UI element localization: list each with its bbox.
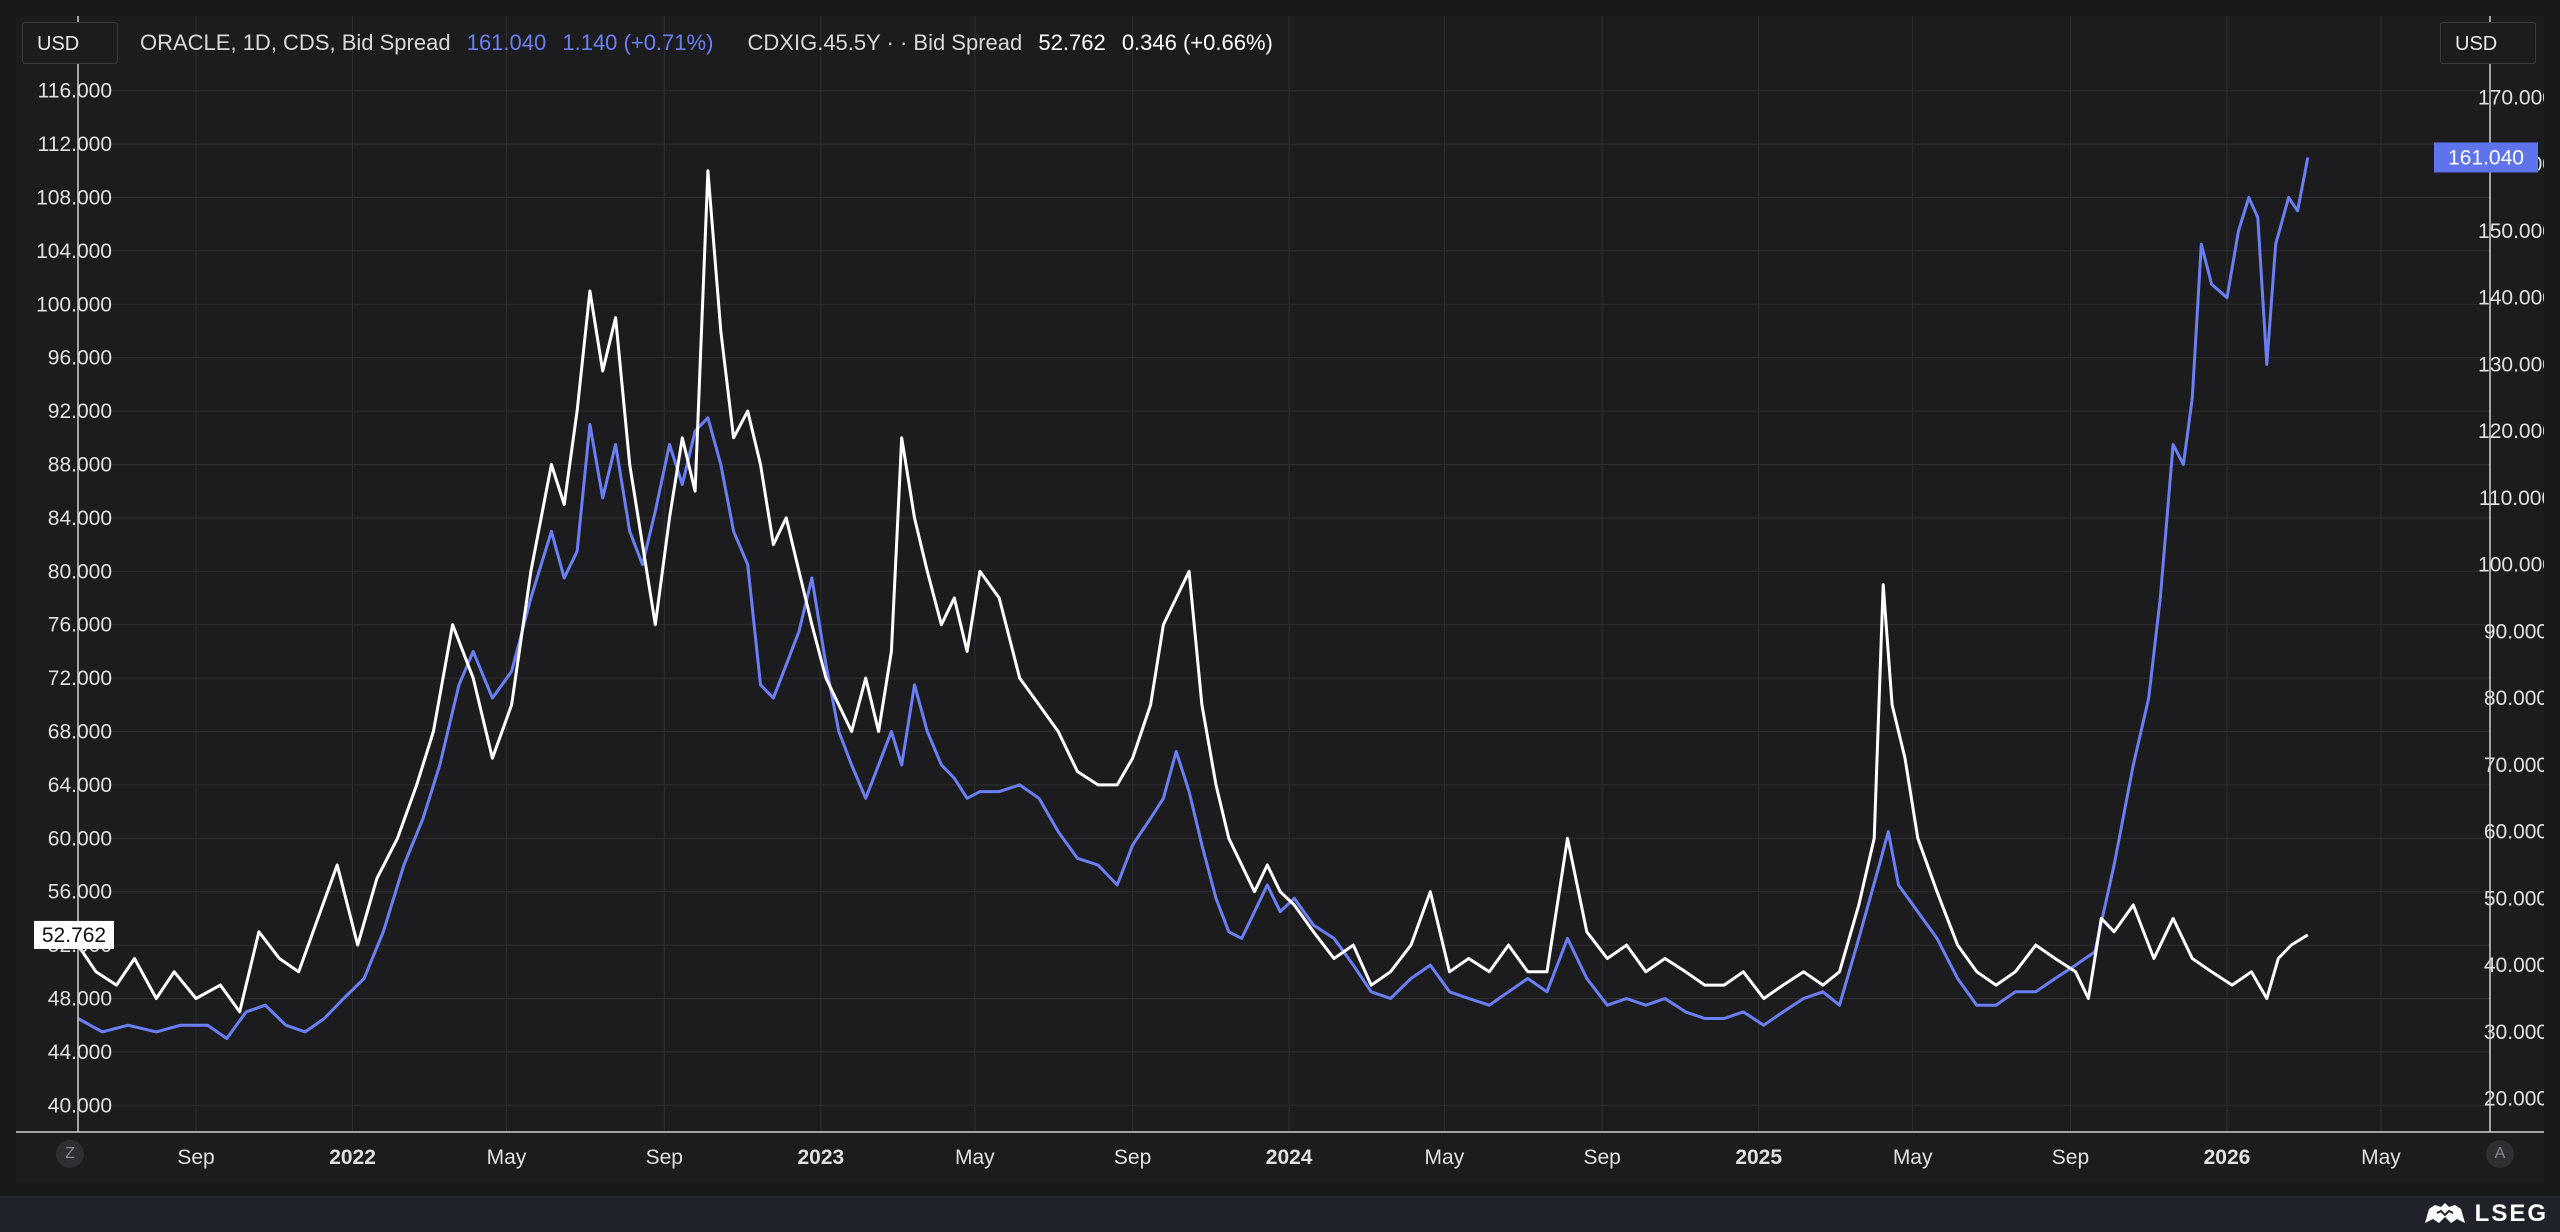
oracle-cds-line bbox=[77, 157, 2310, 1040]
left-axis-tick-label: 104.000 bbox=[36, 240, 112, 263]
lseg-logo-text: LSEG bbox=[2474, 1199, 2548, 1227]
left-axis-tick-label: 72.000 bbox=[48, 667, 112, 690]
x-axis-tick-label: 2022 bbox=[329, 1146, 376, 1169]
x-axis-tick-label: Sep bbox=[2052, 1146, 2089, 1169]
legend-series2-change: 0.346 (+0.66%) bbox=[1121, 30, 1273, 55]
x-axis-tick-label: 2024 bbox=[1266, 1146, 1313, 1169]
left-axis-tick-label: 44.000 bbox=[48, 1041, 112, 1064]
chart-canvas[interactable]: 40.00044.00048.00052.00056.00060.00064.0… bbox=[16, 16, 2544, 1182]
auto-scale-button[interactable]: A bbox=[2486, 1140, 2514, 1168]
right-last-value-label: 161.040 bbox=[2448, 146, 2524, 169]
x-axis-tick-label: May bbox=[2361, 1146, 2401, 1169]
x-axis-tick-label: 2026 bbox=[2204, 1146, 2251, 1169]
left-axis-tick-label: 84.000 bbox=[48, 507, 112, 530]
right-axis-tick-label: 100.000 bbox=[2478, 554, 2544, 577]
right-axis-tick-label: 90.000 bbox=[2484, 620, 2544, 643]
grid-layer bbox=[78, 16, 2490, 1132]
left-axis-tick-label: 112.000 bbox=[38, 133, 112, 156]
left-axis-tick-label: 68.000 bbox=[48, 721, 112, 744]
right-axis-tick-label: 120.000 bbox=[2478, 420, 2544, 443]
left-last-value-badge bbox=[34, 920, 114, 949]
right-axis-tick-label: 80.000 bbox=[2484, 687, 2544, 710]
x-axis-tick-label: 2025 bbox=[1735, 1146, 1782, 1169]
x-axis-tick-label: Sep bbox=[646, 1146, 683, 1169]
cdxig-line bbox=[76, 169, 2309, 1014]
legend-series2-name: CDXIG.45.5Y · · Bid Spread bbox=[747, 30, 1023, 55]
right-axis-tick-label: 150.000 bbox=[2478, 220, 2544, 243]
left-last-value-label: 52.762 bbox=[42, 924, 106, 947]
x-axis-tick-label: May bbox=[487, 1146, 527, 1169]
x-axis-tick-label: Sep bbox=[1583, 1146, 1620, 1169]
legend-series1-change: 1.140 (+0.71%) bbox=[562, 30, 714, 55]
right-axis-tick-label: 140.000 bbox=[2478, 287, 2544, 310]
right-axis-tick-label: 20.000 bbox=[2484, 1088, 2544, 1111]
x-axis-tick-label: 2023 bbox=[797, 1146, 844, 1169]
lseg-logo: LSEG bbox=[2423, 1196, 2548, 1231]
x-axis-tick-label: May bbox=[1893, 1146, 1933, 1169]
left-axis-tick-label: 56.000 bbox=[48, 881, 112, 904]
left-axis-tick-label: 40.000 bbox=[48, 1094, 112, 1117]
left-axis-tick-label: 64.000 bbox=[48, 774, 112, 797]
legend-series2-last: 52.762 bbox=[1038, 30, 1106, 55]
right-axis-tick-label: 50.000 bbox=[2484, 887, 2544, 910]
chart-frame: 40.00044.00048.00052.00056.00060.00064.0… bbox=[16, 16, 2544, 1182]
right-axis-tick-label: 60.000 bbox=[2484, 821, 2544, 844]
x-axis-tick-label: May bbox=[955, 1146, 995, 1169]
left-axis-tick-label: 60.000 bbox=[48, 827, 112, 850]
left-axis-currency-button[interactable]: USD bbox=[22, 22, 118, 64]
x-axis-tick-label: Sep bbox=[177, 1146, 214, 1169]
right-axis-tick-label: 40.000 bbox=[2484, 954, 2544, 977]
left-axis-tick-label: 76.000 bbox=[48, 614, 112, 637]
right-axis-tick-label: 70.000 bbox=[2484, 754, 2544, 777]
left-axis-tick-label: 88.000 bbox=[48, 454, 112, 477]
left-axis-tick-label: 108.000 bbox=[36, 187, 112, 210]
series-layer bbox=[76, 157, 2310, 1040]
left-axis-tick-label: 116.000 bbox=[38, 80, 112, 103]
lseg-lion-icon bbox=[2424, 1202, 2465, 1223]
x-axis-tick-label: May bbox=[1425, 1146, 1465, 1169]
left-axis-tick-label: 48.000 bbox=[48, 988, 112, 1011]
axis-layer: 40.00044.00048.00052.00056.00060.00064.0… bbox=[16, 16, 2544, 1169]
right-axis-currency-button[interactable]: USD bbox=[2440, 22, 2536, 64]
right-axis-tick-label: 130.000 bbox=[2478, 353, 2544, 376]
legend-series1-name: ORACLE, 1D, CDS, Bid Spread bbox=[140, 30, 451, 55]
right-last-value-badge bbox=[2434, 142, 2538, 173]
left-axis-tick-label: 96.000 bbox=[48, 347, 112, 370]
left-axis-tick-label: 92.000 bbox=[48, 400, 112, 423]
right-axis-tick-label: 110.000 bbox=[2479, 487, 2544, 510]
right-axis-tick-label: 170.000 bbox=[2478, 86, 2544, 109]
legend-series1-last: 161.040 bbox=[466, 30, 547, 55]
zoom-reset-button[interactable]: Z bbox=[56, 1140, 84, 1168]
bottom-bar bbox=[0, 1196, 2560, 1232]
left-axis-tick-label: 100.000 bbox=[36, 293, 112, 316]
chart-legend: ORACLE, 1D, CDS, Bid Spread 161.040 1.14… bbox=[140, 22, 1283, 64]
left-axis-tick-label: 80.000 bbox=[48, 560, 112, 583]
x-axis-tick-label: Sep bbox=[1114, 1146, 1151, 1169]
right-axis-tick-label: 30.000 bbox=[2484, 1021, 2544, 1044]
